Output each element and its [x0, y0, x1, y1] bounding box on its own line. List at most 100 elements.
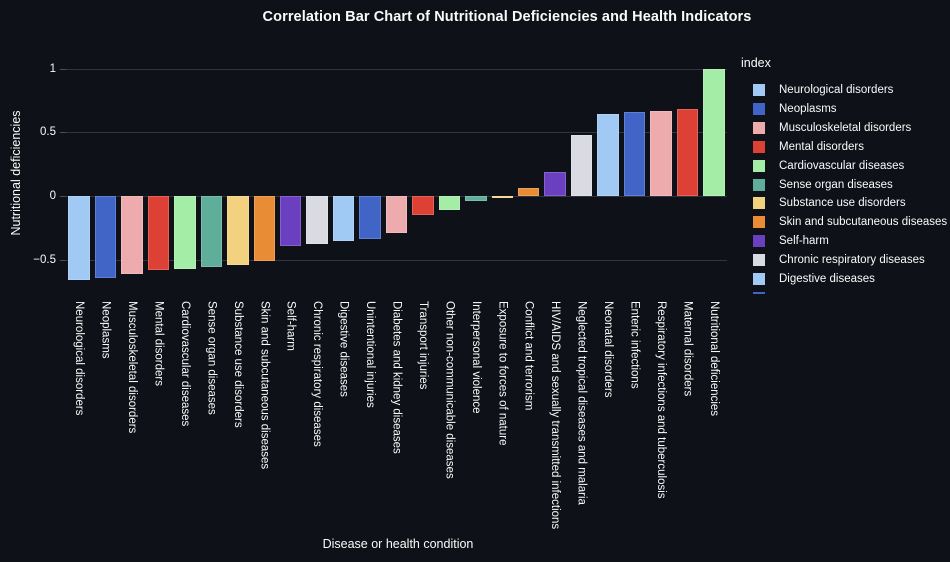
legend-item[interactable]: Sense organ diseases: [741, 176, 946, 195]
y-gridline: [66, 68, 727, 70]
bar[interactable]: [68, 196, 90, 281]
bar[interactable]: [385, 196, 408, 233]
bar[interactable]: [200, 196, 223, 268]
x-tick-label: Self-harm: [284, 301, 297, 351]
legend-item[interactable]: Neoplasms: [741, 100, 946, 119]
legend-item[interactable]: Neurological disorders: [741, 81, 946, 100]
bar[interactable]: [174, 196, 196, 269]
legend-item[interactable]: Skin and subcutaneous diseases: [741, 213, 948, 232]
legend-swatch: [753, 84, 765, 96]
bar[interactable]: [359, 196, 381, 240]
y-tick: [60, 132, 66, 134]
bar[interactable]: [676, 109, 699, 196]
legend-item[interactable]: Substance use disorders: [741, 194, 946, 213]
legend-swatch: [753, 197, 765, 210]
legend-swatch: [753, 254, 765, 267]
bar[interactable]: [253, 196, 276, 262]
legend-swatch: [753, 216, 765, 229]
bar[interactable]: [227, 196, 249, 265]
legend-label: Cardiovascular diseases: [779, 159, 905, 172]
bar[interactable]: [412, 196, 434, 216]
y-tick: [60, 259, 66, 261]
y-tick-label: 0.5: [40, 126, 56, 139]
x-tick-label: Skin and subcutaneous diseases: [258, 301, 271, 470]
bar[interactable]: [147, 196, 170, 270]
x-tick-label: Neonatal disorders: [602, 301, 615, 398]
legend: index Neurological disorders Neoplasms Mus…: [741, 56, 947, 294]
legend-swatch: [753, 235, 765, 248]
y-tick-label: 1: [49, 62, 56, 75]
bar[interactable]: [491, 196, 513, 198]
x-tick-label: Neoplasms: [99, 301, 112, 359]
bar[interactable]: [438, 196, 461, 211]
legend-label: Digestive diseases: [779, 273, 875, 285]
legend-label: Self-harm: [779, 235, 829, 248]
y-tick-label: −0.5: [33, 253, 56, 266]
x-tick-label: Nutritional deficiencies: [707, 301, 720, 417]
legend-swatch: [753, 273, 765, 285]
legend-label: Sense organ diseases: [779, 178, 893, 191]
x-tick-label: Transport injuries: [416, 301, 429, 390]
bar[interactable]: [517, 188, 540, 196]
x-tick-label: Maternal disorders: [681, 301, 694, 397]
x-tick-label: Substance use disorders: [231, 301, 244, 428]
x-tick-label: Musculoskeletal disorders: [126, 301, 139, 434]
legend-item[interactable]: Musculoskeletal disorders: [741, 119, 946, 138]
bar[interactable]: [623, 111, 646, 196]
legend-swatch: [753, 102, 765, 115]
legend-item[interactable]: Mental disorders: [741, 138, 946, 157]
legend-label: Substance use disorders: [779, 197, 906, 210]
legend-label: Mental disorders: [779, 140, 865, 153]
x-tick-label: Diabetes and kidney diseases: [390, 301, 403, 454]
x-tick-label: Sense organ diseases: [205, 301, 218, 415]
y-tick: [60, 68, 66, 70]
legend-item[interactable]: Chronic respiratory diseases: [741, 251, 946, 270]
x-tick-label: Exposure to forces of nature: [496, 301, 509, 446]
legend-label: Neurological disorders: [779, 84, 894, 96]
legend-item[interactable]: Self-harm: [741, 232, 946, 251]
bar[interactable]: [306, 196, 328, 245]
bar[interactable]: [597, 114, 619, 196]
legend-label: Chronic respiratory diseases: [779, 254, 925, 267]
legend-swatch: [753, 121, 765, 134]
legend-swatch: [753, 159, 765, 172]
x-tick-label: Respiratory infections and tuberculosis: [654, 301, 667, 499]
x-tick-label: Interpersonal violence: [469, 301, 482, 414]
x-tick-label: Cardiovascular diseases: [178, 301, 191, 427]
x-tick-label: Enteric infections: [628, 301, 641, 389]
bar[interactable]: [703, 68, 725, 196]
legend-item[interactable]: Cardiovascular diseases: [741, 157, 946, 176]
legend-swatch: [753, 178, 765, 191]
bar[interactable]: [544, 171, 566, 196]
x-tick-label: Other non-communicable diseases: [443, 301, 456, 479]
bar[interactable]: [121, 196, 143, 274]
x-tick-label: Chronic respiratory diseases: [311, 301, 324, 447]
x-axis-title: Disease or health condition: [322, 537, 474, 551]
x-tick-label: Mental disorders: [152, 301, 165, 387]
legend-label: Neoplasms: [779, 102, 837, 115]
y-tick-label: 0: [49, 190, 56, 202]
legend-swatch: [753, 140, 765, 153]
legend-item[interactable]: Digestive diseases: [741, 270, 946, 289]
legend-label: Skin and subcutaneous diseases: [779, 216, 948, 229]
x-tick-label: Digestive diseases: [337, 301, 350, 397]
legend-label: Musculoskeletal disorders: [779, 121, 912, 134]
bar[interactable]: [94, 196, 117, 278]
chart-title: Correlation Bar Chart of Nutritional Def…: [262, 9, 752, 25]
x-tick-label: Unintentional injuries: [364, 301, 377, 408]
bar[interactable]: [279, 196, 302, 246]
y-tick: [60, 196, 66, 197]
legend-title: index: [741, 56, 771, 70]
bar[interactable]: [650, 110, 672, 196]
y-gridline: [66, 259, 727, 261]
x-tick-label: Neglected tropical diseases and malaria: [575, 301, 588, 505]
bar[interactable]: [570, 134, 593, 196]
x-tick-label: HIV/AIDS and sexually transmitted infect…: [549, 301, 562, 530]
legend-item-partial: [753, 291, 765, 294]
x-tick-label: Conflict and terrorism: [522, 301, 535, 411]
bar[interactable]: [332, 196, 355, 241]
bar[interactable]: [465, 196, 487, 202]
y-gridline: [66, 132, 727, 134]
x-tick-label: Neurological disorders: [73, 301, 86, 416]
